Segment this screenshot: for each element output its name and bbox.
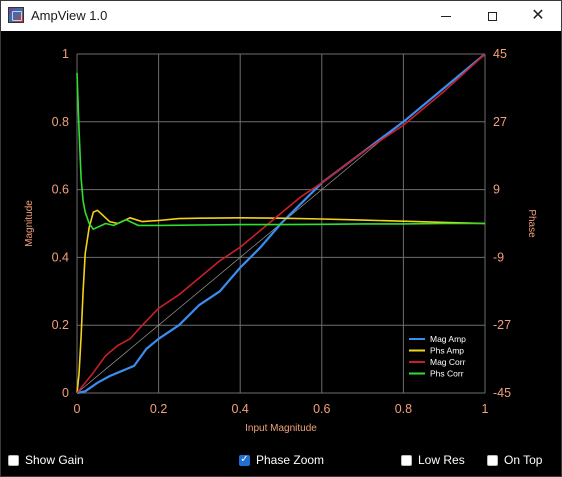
minimize-icon bbox=[441, 15, 451, 17]
x-tick-label: 0.2 bbox=[150, 402, 167, 416]
maximize-icon bbox=[487, 11, 497, 21]
checkbox-box[interactable]: ✓ bbox=[239, 454, 250, 466]
phase-zoom-checkbox[interactable]: ✓ Phase Zoom bbox=[239, 452, 324, 468]
y-tick-label: 0.6 bbox=[52, 183, 69, 197]
y2-tick-label: 45 bbox=[493, 47, 507, 61]
series-line-mag-corr bbox=[76, 53, 486, 394]
x-tick-label: 0.4 bbox=[232, 402, 249, 416]
y-axis-title: Magnitude bbox=[24, 200, 35, 247]
plot-area: 0 0.2 0.4 0.6 0.8 1 0 0.2 0.4 0.6 0.8 1 -45 -27 -9 9 27 4… bbox=[24, 47, 537, 434]
y-tick-label: 1 bbox=[62, 47, 69, 61]
x-tick-label: 0 bbox=[74, 402, 81, 416]
close-icon: ✕ bbox=[531, 7, 545, 24]
window-title: AmpView 1.0 bbox=[31, 8, 108, 23]
title-bar[interactable]: AmpView 1.0 ✕ bbox=[1, 1, 561, 31]
legend-label: Mag Corr bbox=[430, 357, 466, 367]
series-group bbox=[76, 53, 486, 395]
on-top-checkbox[interactable]: On Top bbox=[487, 452, 542, 468]
checkmark-icon: ✓ bbox=[240, 454, 249, 465]
y2-tick-label: 27 bbox=[493, 115, 507, 129]
y-tick-label: 0.4 bbox=[52, 250, 69, 264]
app-icon bbox=[8, 7, 24, 23]
y2-tick-label: 9 bbox=[493, 183, 500, 197]
x-axis-title: Input Magnitude bbox=[245, 423, 317, 434]
checkbox-box[interactable] bbox=[401, 454, 412, 466]
checkbox-label: Show Gain bbox=[25, 453, 84, 467]
y2-tick-label: -45 bbox=[493, 386, 511, 400]
x-tick-label: 1 bbox=[482, 402, 489, 416]
checkbox-label: On Top bbox=[504, 453, 543, 467]
tick-labels: 0 0.2 0.4 0.6 0.8 1 0 0.2 0.4 0.6 0.8 1 -45 -27 -9 9 27 4… bbox=[52, 47, 512, 416]
show-gain-checkbox[interactable]: Show Gain bbox=[8, 452, 84, 468]
y-tick-label: 0.8 bbox=[52, 115, 69, 129]
legend-label: Phs Corr bbox=[430, 369, 464, 379]
y2-axis-title: Phase bbox=[526, 209, 537, 238]
maximize-button[interactable] bbox=[469, 1, 515, 31]
checkbox-box[interactable] bbox=[8, 454, 19, 466]
checkbox-label: Low Res bbox=[418, 453, 465, 467]
series-line-phs-corr bbox=[76, 72, 485, 230]
checkbox-box[interactable] bbox=[487, 454, 498, 466]
x-tick-label: 0.6 bbox=[313, 402, 330, 416]
legend-label: Phs Amp bbox=[430, 346, 464, 356]
minimize-button[interactable] bbox=[423, 1, 469, 31]
checkbox-label: Phase Zoom bbox=[256, 453, 325, 467]
x-tick-label: 0.8 bbox=[395, 402, 412, 416]
y-tick-label: 0 bbox=[62, 386, 69, 400]
y2-tick-label: -9 bbox=[493, 250, 504, 264]
close-button[interactable]: ✕ bbox=[515, 1, 561, 31]
low-res-checkbox[interactable]: Low Res bbox=[401, 452, 465, 468]
y2-tick-label: -27 bbox=[493, 318, 511, 332]
series-line-phs-amp bbox=[76, 209, 486, 394]
y-tick-label: 0.2 bbox=[52, 318, 69, 332]
legend-label: Mag Amp bbox=[430, 334, 466, 344]
